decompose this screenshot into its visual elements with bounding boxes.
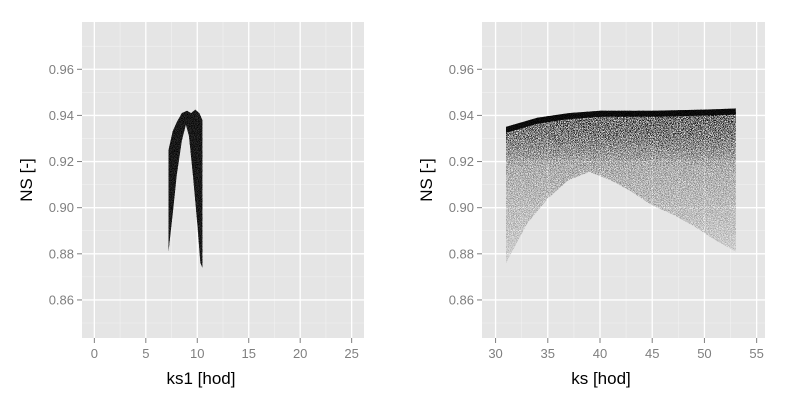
y-tick-label: 0.92 bbox=[449, 154, 474, 169]
y-tick-label: 0.88 bbox=[449, 246, 474, 261]
x-tick-label: 30 bbox=[488, 346, 502, 361]
y-tick-label: 0.96 bbox=[49, 62, 74, 77]
y-tick-label: 0.86 bbox=[449, 292, 474, 307]
y-tick-label: 0.86 bbox=[49, 292, 74, 307]
x-tick-label: 15 bbox=[241, 346, 255, 361]
y-tick-label: 0.96 bbox=[449, 62, 474, 77]
x-tick-label: 5 bbox=[142, 346, 149, 361]
panel-right-points bbox=[506, 108, 736, 263]
x-tick-label: 50 bbox=[697, 346, 711, 361]
panel-left: 0.86 0.88 0.90 0.92 0.94 0.96 0 5 10 15 20 25 ks1 … bbox=[17, 22, 364, 388]
panel-left-x-ticks: 0 5 10 15 20 25 bbox=[91, 338, 359, 361]
y-tick-label: 0.88 bbox=[49, 246, 74, 261]
x-tick-label: 40 bbox=[593, 346, 607, 361]
point-cloud-right bbox=[506, 108, 736, 263]
point-cloud-dense-band bbox=[506, 108, 736, 133]
y-tick-label: 0.94 bbox=[449, 108, 474, 123]
panel-left-y-ticks: 0.86 0.88 0.90 0.92 0.94 0.96 bbox=[49, 62, 82, 307]
y-tick-label: 0.90 bbox=[49, 200, 74, 215]
panel-right-x-ticks: 30 35 40 45 50 55 bbox=[488, 338, 764, 361]
x-tick-label: 45 bbox=[645, 346, 659, 361]
panel-right-x-axis-title: ks [hod] bbox=[571, 369, 631, 388]
x-tick-label: 25 bbox=[344, 346, 358, 361]
panel-right: 0.86 0.88 0.90 0.92 0.94 0.96 30 35 40 45 50 55 ks… bbox=[417, 22, 765, 388]
panel-right-y-axis-title: NS [-] bbox=[417, 158, 436, 201]
y-tick-label: 0.94 bbox=[49, 108, 74, 123]
panel-left-points bbox=[168, 109, 203, 268]
panel-left-y-axis-title: NS [-] bbox=[17, 158, 36, 201]
panel-left-x-axis-title: ks1 [hod] bbox=[167, 369, 236, 388]
y-tick-label: 0.92 bbox=[49, 154, 74, 169]
x-tick-label: 35 bbox=[541, 346, 555, 361]
x-tick-label: 10 bbox=[190, 346, 204, 361]
x-tick-label: 55 bbox=[749, 346, 763, 361]
x-tick-label: 0 bbox=[91, 346, 98, 361]
panel-right-y-ticks: 0.86 0.88 0.90 0.92 0.94 0.96 bbox=[449, 62, 482, 307]
point-cloud-core bbox=[168, 109, 203, 268]
x-tick-label: 20 bbox=[293, 346, 307, 361]
y-tick-label: 0.90 bbox=[449, 200, 474, 215]
